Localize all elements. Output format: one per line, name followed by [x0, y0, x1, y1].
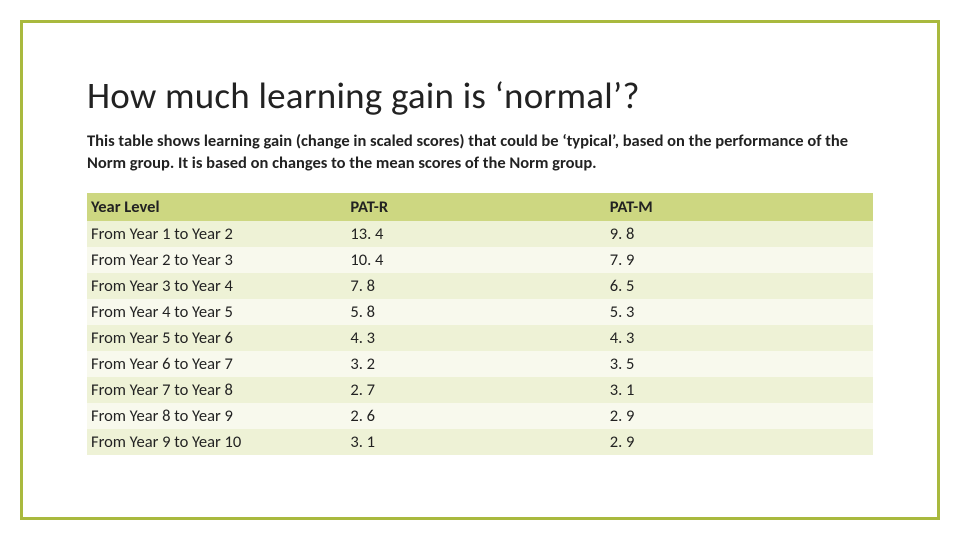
- table-cell: 2. 9: [606, 403, 873, 429]
- table-row: From Year 2 to Year 310. 47. 9: [87, 247, 873, 273]
- table-cell: 4. 3: [606, 325, 873, 351]
- table-cell: 3. 5: [606, 351, 873, 377]
- table-cell: 9. 8: [606, 221, 873, 247]
- table-cell: 10. 4: [346, 247, 605, 273]
- table-row: From Year 5 to Year 64. 34. 3: [87, 325, 873, 351]
- slide-frame: How much learning gain is ‘normal’? This…: [20, 20, 940, 520]
- learning-gain-table: Year Level PAT-R PAT-M From Year 1 to Ye…: [87, 193, 873, 455]
- table-row: From Year 1 to Year 213. 49. 8: [87, 221, 873, 247]
- table-header-row: Year Level PAT-R PAT-M: [87, 193, 873, 221]
- table-cell: 13. 4: [346, 221, 605, 247]
- table-cell: From Year 8 to Year 9: [87, 403, 346, 429]
- col-header-pat-m: PAT-M: [606, 193, 873, 221]
- table-cell: 3. 1: [606, 377, 873, 403]
- table-cell: 7. 8: [346, 273, 605, 299]
- table-cell: 2. 6: [346, 403, 605, 429]
- table-row: From Year 4 to Year 55. 85. 3: [87, 299, 873, 325]
- table-cell: From Year 1 to Year 2: [87, 221, 346, 247]
- table-cell: From Year 5 to Year 6: [87, 325, 346, 351]
- table-cell: 6. 5: [606, 273, 873, 299]
- table-row: From Year 9 to Year 103. 12. 9: [87, 429, 873, 455]
- table-cell: 5. 3: [606, 299, 873, 325]
- table-row: From Year 3 to Year 47. 86. 5: [87, 273, 873, 299]
- table-cell: 7. 9: [606, 247, 873, 273]
- table-cell: 2. 9: [606, 429, 873, 455]
- table-cell: From Year 3 to Year 4: [87, 273, 346, 299]
- table-cell: 3. 1: [346, 429, 605, 455]
- table-row: From Year 7 to Year 82. 73. 1: [87, 377, 873, 403]
- table-cell: From Year 7 to Year 8: [87, 377, 346, 403]
- table-body: From Year 1 to Year 213. 49. 8From Year …: [87, 221, 873, 455]
- table-row: From Year 8 to Year 92. 62. 9: [87, 403, 873, 429]
- table-cell: 3. 2: [346, 351, 605, 377]
- page-title: How much learning gain is ‘normal’?: [87, 73, 873, 118]
- slide-content: How much learning gain is ‘normal’? This…: [23, 23, 937, 455]
- page-subtitle: This table shows learning gain (change i…: [87, 130, 873, 175]
- table-cell: From Year 6 to Year 7: [87, 351, 346, 377]
- col-header-year-level: Year Level: [87, 193, 346, 221]
- table-cell: 2. 7: [346, 377, 605, 403]
- table-row: From Year 6 to Year 73. 23. 5: [87, 351, 873, 377]
- table-cell: 4. 3: [346, 325, 605, 351]
- table-cell: From Year 9 to Year 10: [87, 429, 346, 455]
- table-cell: 5. 8: [346, 299, 605, 325]
- table-cell: From Year 2 to Year 3: [87, 247, 346, 273]
- table-cell: From Year 4 to Year 5: [87, 299, 346, 325]
- col-header-pat-r: PAT-R: [346, 193, 605, 221]
